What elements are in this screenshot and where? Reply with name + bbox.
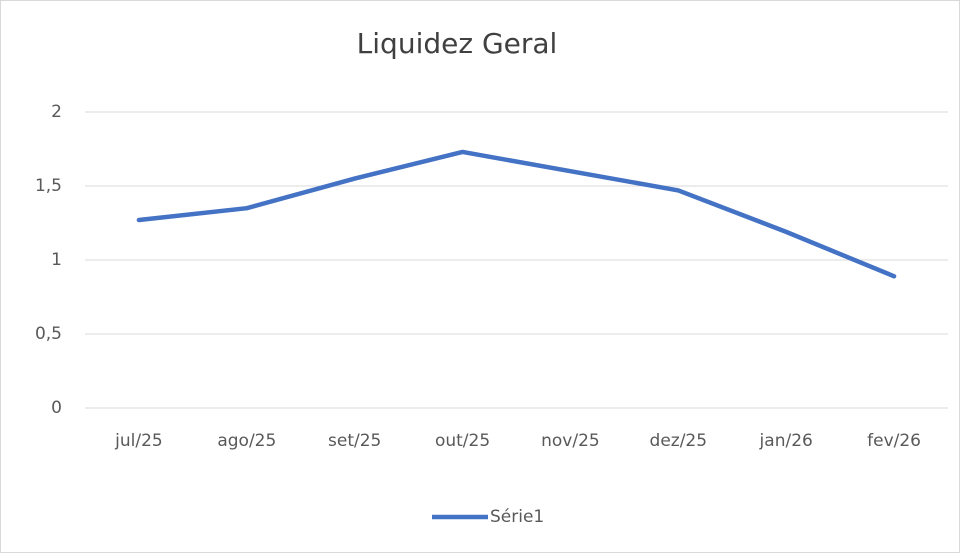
legend-label: Série1 [490, 507, 544, 527]
y-tick-label: 1 [51, 250, 62, 270]
y-tick-label: 2 [51, 102, 62, 122]
x-tick-label: fev/26 [867, 431, 921, 451]
x-tick-label: dez/25 [650, 431, 708, 451]
x-tick-label: jul/25 [114, 431, 163, 451]
x-tick-label: jan/26 [759, 431, 813, 451]
x-tick-label: nov/25 [541, 431, 600, 451]
y-tick-label: 1,5 [35, 176, 62, 196]
line-series [136, 149, 897, 279]
x-tick-label: ago/25 [217, 431, 276, 451]
x-tick-label: out/25 [435, 431, 490, 451]
chart-title: Liquidez Geral [357, 27, 558, 60]
x-tick-label: set/25 [328, 431, 381, 451]
y-tick-label: 0,5 [35, 324, 62, 344]
y-tick-label: 0 [51, 398, 62, 418]
